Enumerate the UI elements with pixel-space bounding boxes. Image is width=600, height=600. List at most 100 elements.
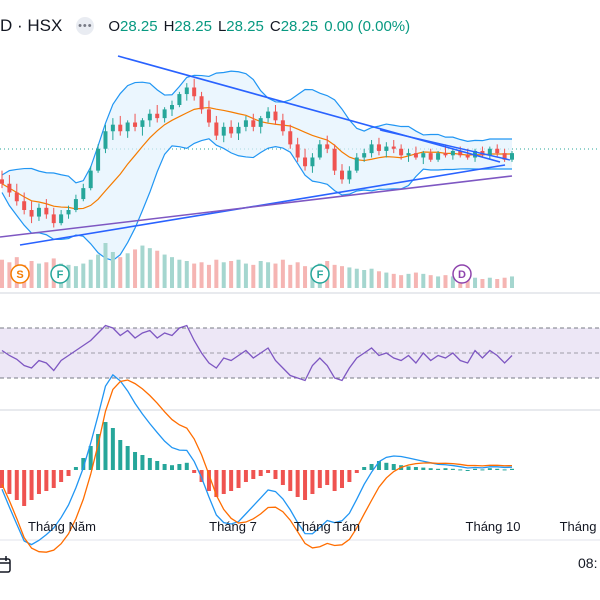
candle-body [510,153,514,160]
volume-bar [487,277,492,288]
bollinger-lower [1,138,512,262]
macd-histogram-bar [51,470,56,488]
volume-bar [243,263,248,288]
macd-histogram-bar [251,470,256,479]
macd-histogram-bar [155,461,160,470]
volume-bar [450,276,455,288]
volume-bar [206,264,211,288]
candle-body [266,111,271,119]
volume-bar [88,259,93,288]
volume-bar [391,273,396,288]
macd-histogram-bar [391,464,396,470]
volume-bar [155,250,160,288]
macd-histogram-bar [199,470,204,482]
candle-body [317,144,322,158]
candle-body [192,87,197,97]
macd-histogram-bar [147,458,152,470]
bottom-toolbar [0,540,600,600]
symbol-label[interactable]: D · HSX [0,16,63,35]
candle-body [443,153,448,156]
high-value: 28.25 [174,17,212,35]
volume-bar [140,245,145,288]
macd-histogram-bar [59,470,64,482]
close-label: C [269,17,281,35]
calendar-icon[interactable] [0,556,12,574]
macd-histogram-bar [384,462,389,470]
low-value: 28.25 [226,17,264,35]
macd-histogram-bar [73,467,78,470]
wedge-trendline [379,129,511,161]
candle-body [73,199,78,210]
macd-histogram-bar [428,468,433,470]
volume-bar [510,276,514,288]
event-circle [50,264,70,284]
event-marker[interactable]: D [452,264,472,284]
macd-histogram-bar [125,446,130,470]
macd-histogram-bar [354,470,359,473]
event-letter: F [57,269,64,281]
macd-histogram-bar [288,470,293,491]
open-label: O [108,17,121,35]
candle-body [81,188,86,200]
macd-histogram-bar [81,458,86,470]
macd-histogram-bar [221,470,226,494]
macd-histogram-bar [317,470,322,488]
volume-bar [133,249,138,288]
candle-body [147,113,152,121]
low-label: L [217,17,227,35]
macd-histogram-bar [376,461,381,470]
candle-body [450,150,455,156]
candle-body [384,146,389,151]
time-axis-label: Tháng 10 [466,519,521,534]
candlestick-series[interactable] [0,78,514,228]
volume-bar [36,263,41,288]
volume-bar [125,253,130,288]
moving-average [1,107,512,210]
macd-histogram-bar [177,464,182,470]
macd-histogram-bar [88,446,93,470]
volume-bars [0,243,514,288]
time-axis-label: Tháng [560,519,597,534]
time-display[interactable]: 08: [578,555,598,571]
rsi-band [0,328,600,378]
macd-histogram-bar [280,470,285,485]
volume-bar [303,266,308,288]
open-value: 28.25 [120,17,158,35]
close-value: 28.25 [280,17,319,35]
volume-bar [495,279,500,288]
macd-histogram-bar [133,452,138,470]
macd-histogram-bar [273,470,278,479]
macd-histogram-bar [436,468,441,470]
candle-body [184,87,189,95]
macd-histogram-bar [162,464,167,470]
macd-histogram-bar [495,468,500,470]
change-value: 0.00 (0.00%) [324,17,411,35]
macd-histogram-bar [340,470,344,488]
volume-bar [273,263,278,288]
macd-histogram-bar [421,467,426,470]
volume-bar [340,266,344,288]
dots-icon[interactable]: ••• [76,17,95,35]
candle-body [280,120,285,132]
volume-bar [44,262,49,288]
candle-body [118,124,123,132]
trendlines[interactable] [0,55,513,246]
candle-body [288,131,293,145]
macd-histogram-bar [243,470,248,482]
event-marker[interactable]: S [10,264,30,284]
macd-histogram-bar [473,468,478,470]
macd-line [1,373,513,546]
bollinger-bands [1,70,512,262]
event-marker[interactable]: F [50,264,70,284]
event-circle [452,264,472,284]
candle-body [177,94,182,105]
candle-body [7,183,12,193]
volume-bar [384,272,389,288]
event-marker[interactable]: F [310,264,330,284]
high-label: H [163,17,175,35]
volume-bar [96,254,101,288]
volume-bar [465,276,470,288]
candle-body [103,131,108,149]
